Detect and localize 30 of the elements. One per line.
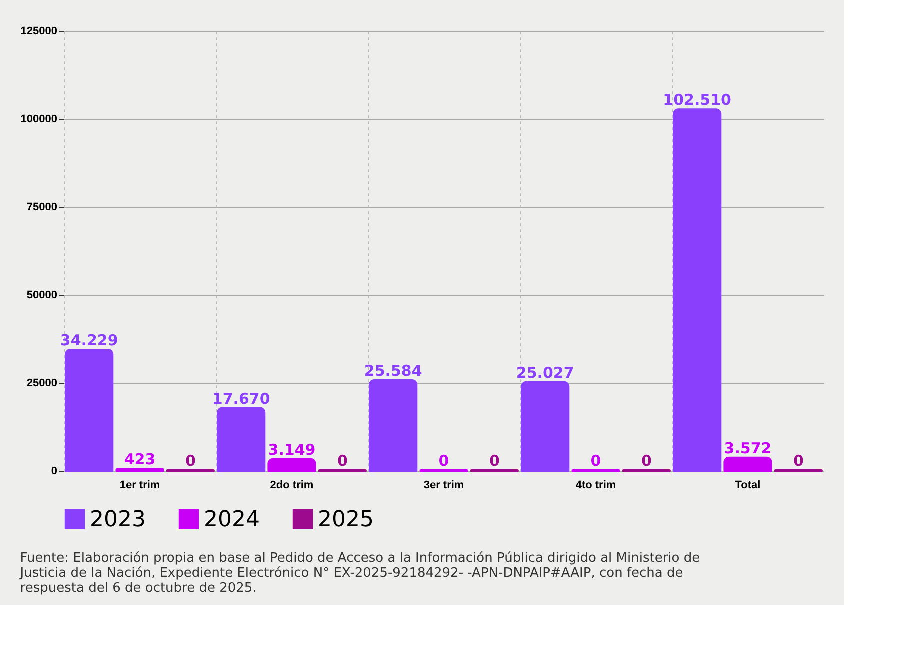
data-label: 3.572 (724, 439, 772, 458)
legend-label: 2024 (204, 507, 260, 532)
data-label: 0 (185, 452, 196, 470)
data-label: 25.027 (516, 364, 574, 382)
x-tick-label: 3er trim (424, 480, 464, 492)
data-label: 102.510 (663, 91, 732, 110)
data-label: 423 (124, 450, 156, 469)
data-label: 3.149 (268, 440, 316, 459)
data-label: 0 (438, 452, 450, 470)
x-tick-label: 2do trim (270, 480, 314, 492)
data-label: 0 (337, 452, 348, 470)
x-tick-label: Total (735, 480, 761, 492)
data-label: 25.584 (364, 362, 422, 380)
y-tick-label: 75000 (26, 202, 58, 214)
data-label: 34.229 (60, 332, 118, 350)
data-label: 0 (641, 452, 652, 470)
x-tick-label: 4to trim (576, 480, 616, 492)
data-label: 17.670 (212, 390, 270, 408)
data-label: 0 (590, 452, 602, 470)
x-tick-label: 1er trim (120, 480, 160, 492)
data-label: 0 (489, 452, 500, 470)
y-tick-label: 50000 (26, 290, 58, 302)
y-tick-label: 100000 (20, 114, 58, 126)
y-tick-label: 25000 (26, 378, 58, 390)
y-tick-label: 0 (51, 466, 58, 478)
data-label: 0 (793, 452, 804, 470)
y-tick-label: 125000 (20, 26, 58, 38)
source-note: Fuente: Elaboración propia en base al Pedido de Acceso a la Información Pública dirigido al Ministerio de Justicia de la Nación, Expediente Electrónico N° EX-2025-92184292- -APN-DNPAIP#AAIP, con fecha de respuesta del 6 de octubre de 2025. (19, 551, 700, 596)
legend-label: 2023 (90, 507, 146, 532)
legend-label: 2025 (318, 507, 374, 532)
